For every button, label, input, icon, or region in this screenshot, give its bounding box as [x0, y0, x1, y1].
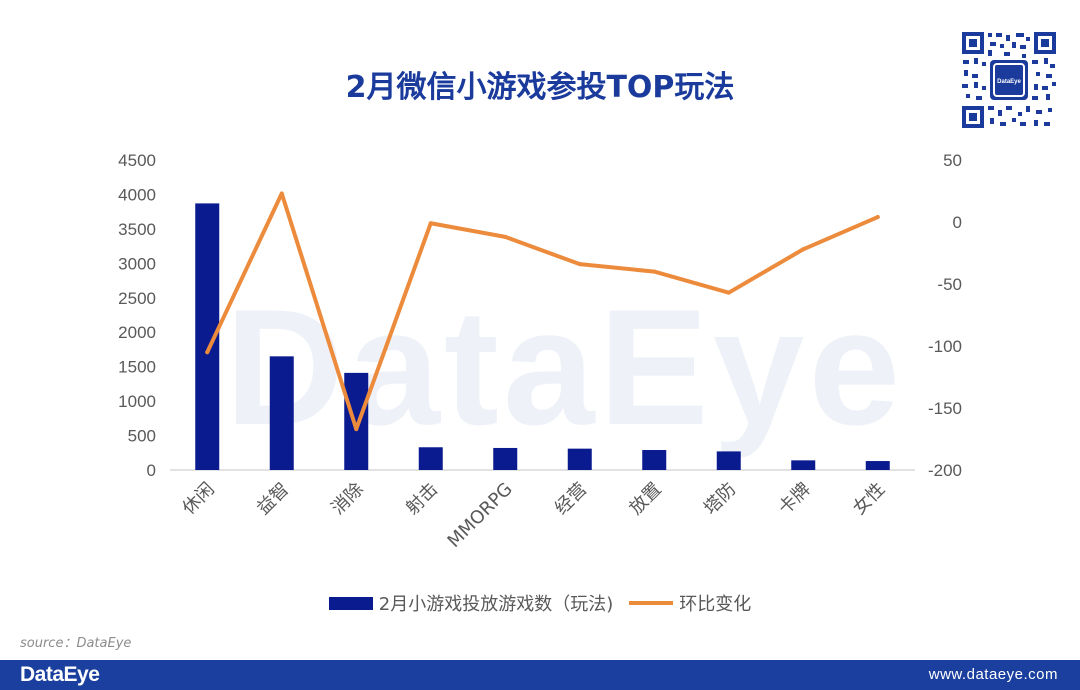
line-point-9: [875, 215, 880, 220]
bar-1: [269, 356, 294, 470]
category-label: 女性: [849, 479, 889, 519]
line-point-5: [577, 262, 582, 267]
right-tick-label: -100: [928, 337, 962, 356]
line-point-2: [354, 427, 359, 432]
category-label: 射击: [402, 479, 442, 519]
line-point-0: [205, 350, 210, 355]
legend-item-line: 环比变化: [621, 590, 751, 616]
footer-bar: DataEye www.dataeye.com: [0, 660, 1080, 690]
footer-brand-logo: DataEye: [20, 663, 100, 686]
bar-4: [493, 447, 518, 470]
bar-2: [344, 372, 369, 470]
left-tick-label: 4500: [118, 151, 156, 170]
svg-text:DataEye: DataEye: [997, 79, 1021, 85]
line-point-3: [428, 221, 433, 226]
right-tick-label: -200: [928, 461, 962, 480]
category-label: MMORPG: [444, 479, 517, 552]
bar-3: [418, 447, 443, 470]
legend-bar-swatch: [328, 596, 373, 610]
line-point-8: [801, 247, 806, 252]
category-label: 塔防: [700, 479, 740, 519]
left-tick-label: 2500: [118, 289, 156, 308]
legend-item-bars: 2月小游戏投放游戏数（玩法): [328, 590, 614, 616]
left-tick-label: 2000: [118, 323, 156, 342]
legend-line-label: 环比变化: [679, 594, 752, 615]
category-label: 放置: [625, 479, 665, 519]
left-tick-label: 0: [147, 461, 156, 480]
category-label: 益智: [253, 479, 293, 519]
bar-9: [865, 461, 890, 470]
bar-5: [567, 448, 592, 470]
left-tick-label: 1500: [118, 358, 156, 377]
line-point-7: [726, 290, 731, 295]
qr-code-icon: DataEye: [960, 30, 1058, 130]
bar-6: [642, 450, 667, 470]
chart-legend: 2月小游戏投放游戏数（玩法) 环比变化: [0, 590, 1080, 616]
right-tick-label: -150: [928, 399, 962, 418]
chart-title: 2月微信小游戏参投TOP玩法: [345, 70, 735, 105]
bar-7: [716, 451, 741, 470]
source-note: source：DataEye: [20, 636, 132, 651]
category-label: 消除: [327, 479, 367, 519]
line-point-6: [652, 269, 657, 274]
left-tick-label: 4000: [118, 185, 156, 204]
category-label: 卡牌: [774, 479, 814, 519]
line-point-1: [279, 191, 284, 196]
footer-website-link[interactable]: www.dataeye.com: [928, 666, 1058, 683]
line-point-4: [503, 234, 508, 239]
category-label: 经营: [551, 479, 591, 519]
legend-bar-label: 2月小游戏投放游戏数（玩法): [378, 594, 614, 615]
left-tick-label: 3000: [118, 254, 156, 273]
left-tick-label: 500: [128, 427, 156, 446]
right-tick-label: -50: [937, 275, 962, 294]
right-tick-label: 50: [943, 151, 962, 170]
left-tick-label: 1000: [118, 392, 156, 411]
category-label: 休闲: [178, 479, 218, 519]
bar-8: [791, 460, 816, 470]
right-tick-label: 0: [953, 213, 962, 232]
left-tick-label: 3500: [118, 220, 156, 239]
legend-line-swatch: [629, 601, 674, 605]
series-line-mom-change: [205, 191, 880, 432]
